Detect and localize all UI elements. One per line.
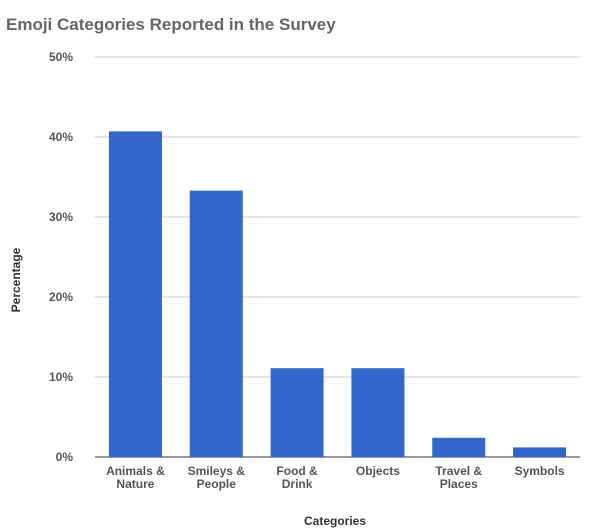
bar <box>108 131 162 457</box>
bar <box>351 368 405 457</box>
x-tick-label: Symbols <box>515 464 565 478</box>
x-tick-label: Smileys & People <box>188 464 246 491</box>
x-tick-label: Travel & Places <box>435 464 482 491</box>
y-axis-title: Percentage <box>9 247 23 312</box>
x-tick-label: Food & Drink <box>276 464 318 491</box>
y-tick-label: 40% <box>49 130 73 144</box>
x-axis-title: Categories <box>304 514 366 528</box>
y-tick-label: 30% <box>49 210 73 224</box>
bar <box>432 437 486 457</box>
bar <box>513 447 567 457</box>
y-tick-label: 0% <box>56 450 74 464</box>
x-tick-label: Objects <box>356 464 400 478</box>
chart-title: Emoji Categories Reported in the Survey <box>6 15 336 34</box>
bar <box>270 368 324 457</box>
y-tick-label: 50% <box>49 50 73 64</box>
bar <box>189 190 243 457</box>
y-tick-label: 20% <box>49 290 73 304</box>
x-tick-label: Animals & Nature <box>106 464 165 491</box>
y-tick-label: 10% <box>49 370 73 384</box>
